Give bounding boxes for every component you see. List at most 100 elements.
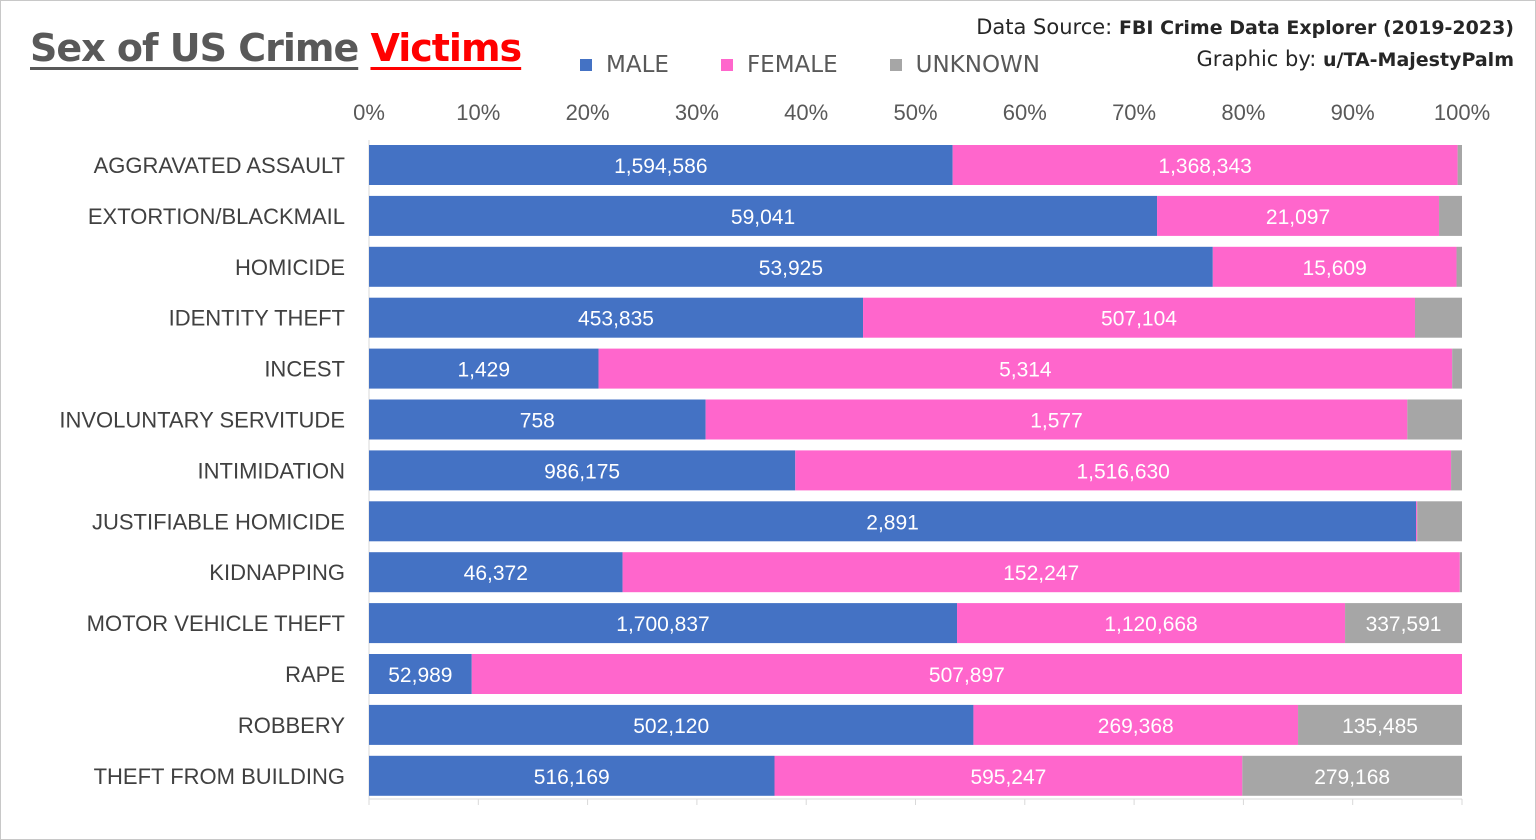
bar-male (369, 450, 796, 491)
data-label-female: 21,097 (1266, 206, 1330, 229)
category-label: MOTOR VEHICLE THEFT (87, 611, 345, 636)
x-tick-label: 40% (784, 100, 828, 125)
bar-unknown (1439, 195, 1462, 236)
category-label: IDENTITY THEFT (169, 306, 345, 331)
bar-male (369, 552, 623, 593)
bar-female (973, 704, 1299, 745)
bar-unknown (1298, 704, 1462, 745)
bar-male (369, 145, 953, 185)
bar-male (369, 704, 974, 745)
data-label-female: 5,314 (999, 359, 1052, 382)
bar-female (863, 297, 1416, 338)
data-label-female: 507,897 (929, 664, 1005, 687)
x-tick-label: 60% (1003, 100, 1047, 125)
legend-item-female: FEMALE (720, 52, 838, 78)
legend-item-unknown: UNKNOWN (889, 52, 1041, 78)
bar-unknown (1451, 450, 1462, 491)
data-label-male: 53,925 (759, 257, 823, 280)
title-highlight: Victims (370, 26, 522, 70)
bar-unknown (1452, 348, 1462, 389)
data-label-male: 758 (520, 410, 555, 433)
data-label-female: 152,247 (1003, 562, 1079, 585)
data-label-male: 59,041 (731, 206, 795, 229)
data-label-male: 986,175 (544, 460, 620, 483)
data-label-male: 2,891 (866, 511, 919, 534)
data-label-female: 269,368 (1098, 715, 1174, 738)
credit-value: u/TA-MajestyPalm (1323, 49, 1514, 71)
bar-male (369, 399, 706, 440)
x-tick-label: 90% (1331, 100, 1375, 125)
bar-male (369, 501, 1417, 542)
legend: MALE FEMALE UNKNOWN (580, 50, 1092, 80)
bar-female (795, 450, 1452, 491)
data-label-female: 595,247 (970, 766, 1046, 789)
legend-swatch-female (720, 59, 733, 71)
legend-label-male: MALE (606, 52, 669, 78)
bar-unknown (1459, 552, 1462, 593)
bar-male (369, 195, 1158, 236)
data-label-male: 46,372 (464, 562, 528, 585)
data-label-female: 1,516,630 (1076, 460, 1169, 483)
category-label: INTIMIDATION (198, 458, 345, 483)
data-label-unknown: 337,591 (1366, 613, 1442, 636)
data-source-line: Data Source: FBI Crime Data Explorer (20… (976, 12, 1514, 44)
bar-unknown (1457, 145, 1462, 185)
x-tick-label: 30% (675, 100, 719, 125)
bar-unknown (1407, 399, 1462, 440)
category-label: ROBBERY (238, 713, 346, 738)
category-label: AGGRAVATED ASSAULT (94, 153, 345, 178)
bar-unknown (1456, 246, 1462, 287)
legend-label-unknown: UNKNOWN (915, 52, 1041, 78)
bar-male (369, 603, 958, 644)
data-label-female: 1,368,343 (1158, 155, 1251, 178)
legend-label-female: FEMALE (746, 52, 838, 78)
category-label: HOMICIDE (235, 255, 345, 280)
bar-unknown (1242, 755, 1462, 796)
bar-male (369, 297, 864, 338)
bar-female (622, 552, 1460, 593)
data-label-male: 52,989 (388, 664, 452, 687)
category-label: THEFT FROM BUILDING (94, 764, 345, 789)
data-label-female: 507,104 (1101, 308, 1177, 331)
bar-male (369, 654, 472, 694)
category-label: JUSTIFIABLE HOMICIDE (92, 509, 345, 534)
x-tick-label: 20% (566, 100, 610, 125)
data-label-male: 1,700,837 (616, 613, 709, 636)
category-label: RAPE (285, 662, 345, 687)
bar-female (471, 654, 1462, 694)
source-value: FBI Crime Data Explorer (2019-2023) (1118, 17, 1514, 39)
credits: Data Source: FBI Crime Data Explorer (20… (976, 12, 1514, 76)
bar-male (369, 246, 1213, 287)
bar-female (705, 399, 1408, 440)
data-label-unknown: 279,168 (1314, 766, 1390, 789)
legend-swatch-male (580, 59, 592, 71)
bar-female (1212, 246, 1457, 287)
bar-male (369, 348, 599, 389)
x-tick-label: 10% (456, 100, 500, 125)
bar-female (1157, 195, 1440, 236)
bar-female (957, 603, 1346, 644)
category-label: INVOLUNTARY SERVITUDE (59, 408, 345, 433)
credit-label: Graphic by: (1196, 47, 1317, 71)
x-tick-label: 0% (353, 100, 385, 125)
data-label-unknown: 135,485 (1342, 715, 1418, 738)
legend-item-male: MALE (580, 52, 669, 78)
data-label-female: 1,577 (1030, 410, 1083, 433)
bar-female (1416, 501, 1418, 542)
x-tick-label: 100% (1434, 100, 1490, 125)
bar-unknown (1415, 297, 1462, 338)
bar-male (369, 755, 775, 796)
x-tick-label: 50% (893, 100, 937, 125)
data-label-female: 15,609 (1303, 257, 1367, 280)
data-label-male: 1,429 (457, 359, 510, 382)
category-label: EXTORTION/BLACKMAIL (88, 204, 345, 229)
bar-female (774, 755, 1243, 796)
data-label-female: 1,120,668 (1104, 613, 1197, 636)
data-label-male: 1,594,586 (614, 155, 707, 178)
bar-unknown (1417, 501, 1462, 542)
bar-female (598, 348, 1453, 389)
title-text: Sex of US Crime (30, 26, 359, 70)
graphic-by-line: Graphic by: u/TA-MajestyPalm (976, 44, 1514, 76)
x-tick-label: 70% (1112, 100, 1156, 125)
